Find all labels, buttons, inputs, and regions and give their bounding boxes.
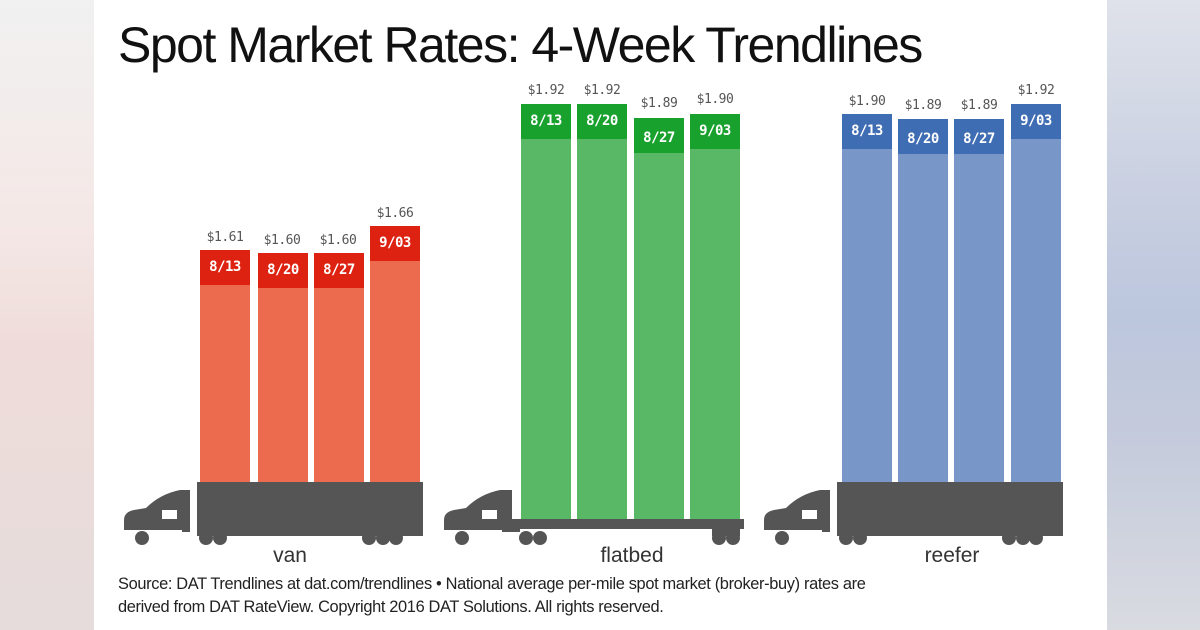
bar-reefer-8-13: 8/13 xyxy=(842,114,892,484)
price-label: $1.90 xyxy=(696,92,734,107)
source-line-2: derived from DAT RateView. Copyright 201… xyxy=(118,598,664,616)
week-label: 8/13 xyxy=(200,250,250,285)
category-label-van: van xyxy=(273,544,307,567)
week-label: 8/20 xyxy=(258,253,308,288)
bar-van-9-03: 9/03 xyxy=(370,226,420,484)
bar-reefer-9-03: 9/03 xyxy=(1011,104,1061,484)
bar-reefer-8-27: 8/27 xyxy=(954,119,1004,484)
price-label: $1.89 xyxy=(904,98,942,113)
source-note: Source: DAT Trendlines at dat.com/trendl… xyxy=(118,573,1098,619)
bar-van-8-27: 8/27 xyxy=(314,253,364,484)
bar-van-8-20: 8/20 xyxy=(258,253,308,484)
flatbed-truck-icon xyxy=(444,490,744,545)
chart-title: Spot Market Rates: 4-Week Trendlines xyxy=(118,17,923,73)
week-label: 8/20 xyxy=(577,104,627,139)
week-label: 9/03 xyxy=(690,114,740,149)
source-line-1: Source: DAT Trendlines at dat.com/trendl… xyxy=(118,575,866,593)
week-label: 8/27 xyxy=(634,118,684,153)
right-backdrop xyxy=(1107,0,1200,630)
bar-van-8-13: 8/13 xyxy=(200,250,250,484)
price-label: $1.89 xyxy=(960,98,998,113)
bar-reefer-8-20: 8/20 xyxy=(898,119,948,484)
week-label: 8/20 xyxy=(898,119,948,154)
category-label-flatbed: flatbed xyxy=(600,544,664,567)
bar-flatbed-8-27: 8/27 xyxy=(634,118,684,520)
price-label: $1.66 xyxy=(376,206,414,221)
category-label-reefer: reefer xyxy=(924,544,980,567)
price-label: $1.92 xyxy=(1017,83,1055,98)
week-label: 9/03 xyxy=(370,226,420,261)
price-label: $1.60 xyxy=(263,233,301,248)
week-label: 8/13 xyxy=(842,114,892,149)
price-label: $1.60 xyxy=(319,233,357,248)
price-label: $1.90 xyxy=(848,94,886,109)
week-label: 9/03 xyxy=(1011,104,1061,139)
van-truck-icon xyxy=(124,482,423,545)
bar-flatbed-8-20: 8/20 xyxy=(577,104,627,520)
price-label: $1.61 xyxy=(206,230,244,245)
bar-flatbed-9-03: 9/03 xyxy=(690,114,740,520)
price-label: $1.92 xyxy=(583,83,621,98)
price-label: $1.92 xyxy=(527,83,565,98)
reefer-truck-icon xyxy=(764,482,1063,545)
week-label: 8/13 xyxy=(521,104,571,139)
week-label: 8/27 xyxy=(314,253,364,288)
left-backdrop xyxy=(0,0,94,630)
week-label: 8/27 xyxy=(954,119,1004,154)
price-label: $1.89 xyxy=(640,96,678,111)
bar-flatbed-8-13: 8/13 xyxy=(521,104,571,520)
